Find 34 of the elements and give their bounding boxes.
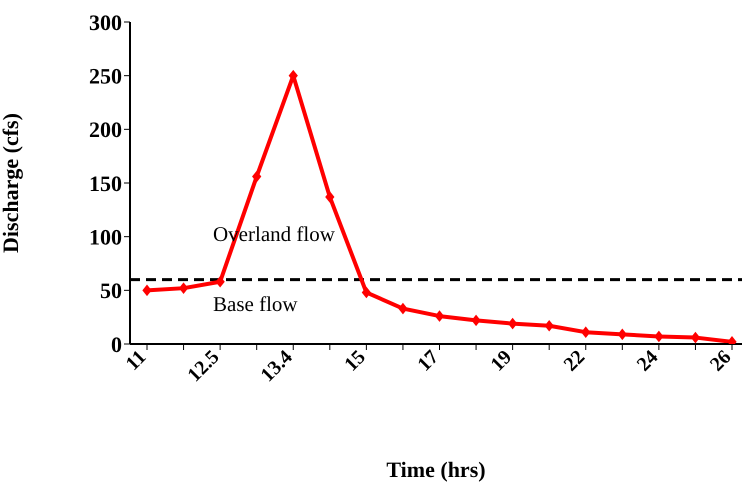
y-tick-label: 100 — [89, 224, 122, 250]
x-tick-label: 12.5 — [183, 346, 224, 386]
point — [472, 314, 481, 326]
x-tick-label: 13.4 — [256, 346, 297, 386]
point — [435, 310, 444, 322]
point — [398, 303, 408, 314]
point — [216, 276, 225, 288]
point — [690, 332, 700, 344]
y-tick-label: 200 — [89, 117, 122, 142]
point — [544, 320, 554, 332]
y-tick-label: 50 — [100, 278, 122, 304]
point — [618, 328, 627, 340]
annotation: Base flow — [213, 292, 298, 317]
point — [654, 330, 664, 342]
x-tick-label: 22 — [560, 346, 590, 376]
x-tick-label: 11 — [122, 346, 151, 375]
y-tick-label: 300 — [89, 10, 122, 35]
x-axis-title: Time (hrs) — [386, 457, 486, 482]
point — [252, 171, 262, 182]
x-tick-label: 26 — [706, 346, 736, 376]
point — [325, 191, 334, 202]
point — [508, 318, 518, 330]
point — [581, 326, 590, 338]
point — [362, 286, 371, 298]
x-tick-label: 17 — [413, 346, 444, 376]
x-tick-label: 19 — [486, 346, 516, 376]
point — [179, 282, 188, 294]
x-tick-label: 15 — [340, 346, 370, 376]
x-tick-label: 24 — [632, 346, 662, 376]
point — [142, 284, 152, 296]
y-axis-title: Discharge (cfs) — [0, 113, 23, 253]
y-tick-label: 0 — [111, 332, 122, 357]
y-tick-label: 150 — [89, 170, 122, 196]
y-tick-label: 250 — [89, 63, 122, 88]
